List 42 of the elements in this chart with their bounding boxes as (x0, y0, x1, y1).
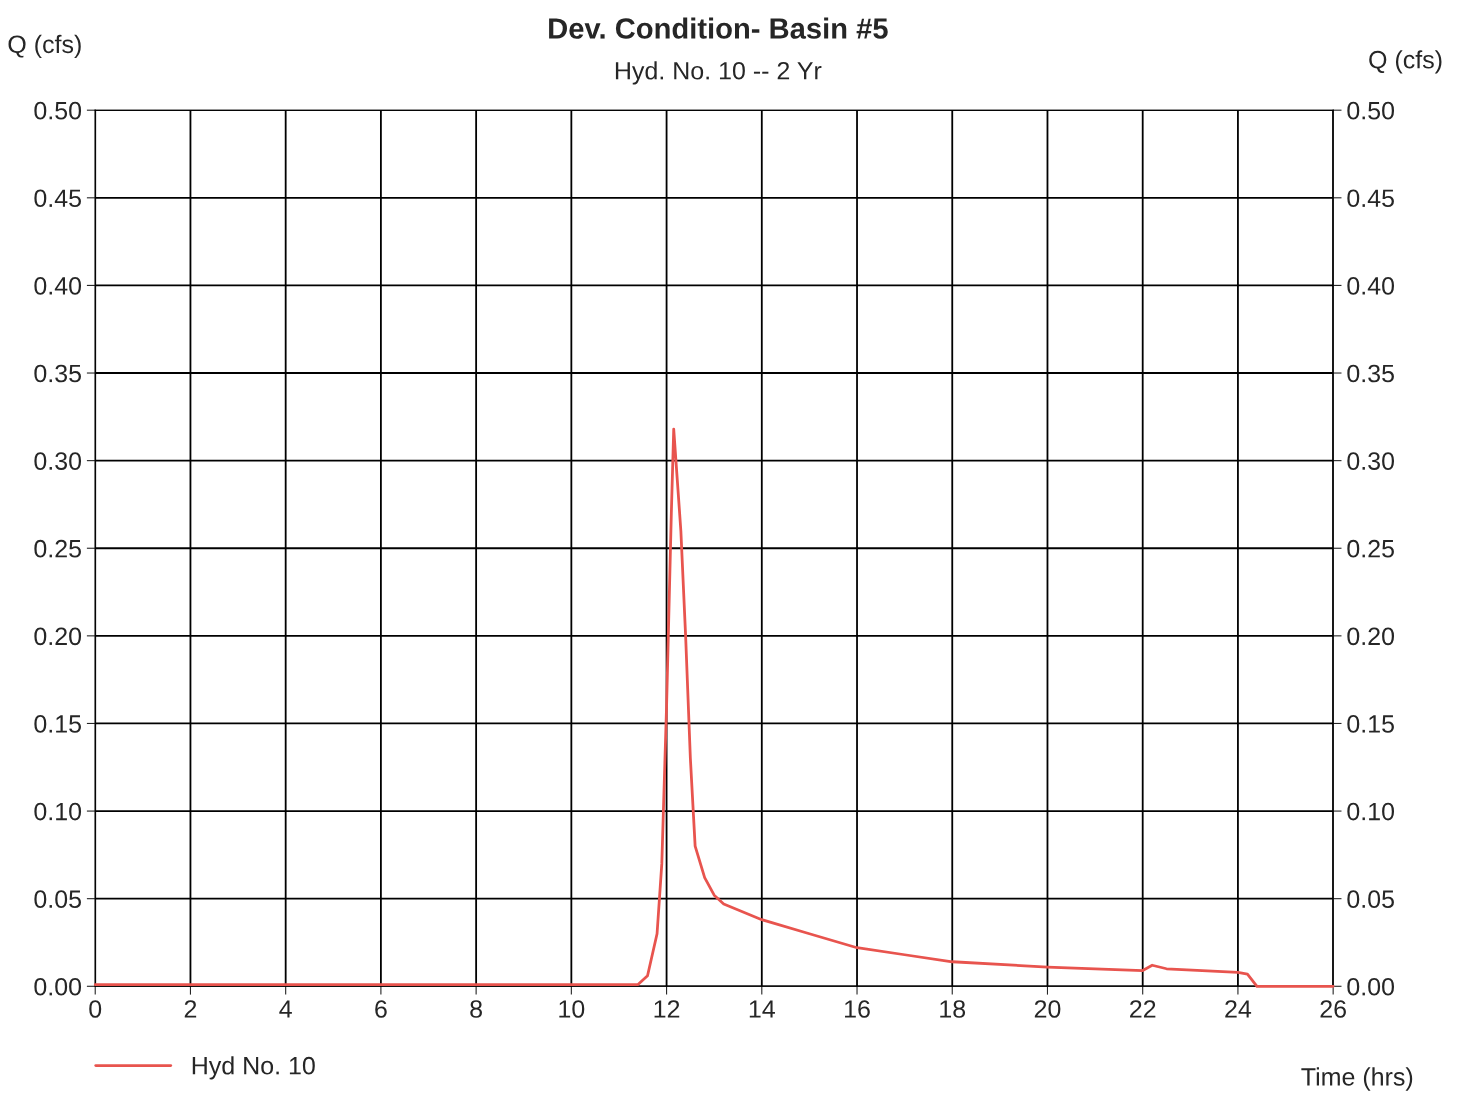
x-axis-title: Time (hrs) (1301, 1067, 1413, 1091)
x-tick-label: 12 (654, 1000, 680, 1018)
y-tick-label: 0.10 (34, 802, 82, 821)
y2-tick-label: 0.35 (1347, 364, 1394, 383)
y2-tick-label: 0.25 (1347, 539, 1394, 558)
y2-tick-label: 0.00 (1347, 977, 1395, 996)
x-tick-label: 0 (89, 1000, 102, 1018)
y2-tick-label: 0.05 (1347, 890, 1394, 908)
x-tick-label: 18 (940, 1000, 966, 1018)
y2-tick-label: 0.45 (1347, 189, 1394, 208)
y-tick-label: 0.50 (34, 101, 82, 120)
y2-tick-label: 0.30 (1347, 452, 1395, 470)
y-tick-label: 0.35 (34, 364, 81, 383)
y-tick-label: 0.15 (34, 715, 81, 733)
y-tick-label: 0.00 (34, 977, 82, 996)
x-tick-label: 6 (375, 1000, 387, 1018)
y-tick-label: 0.05 (34, 890, 81, 908)
y2-tick-label: 0.40 (1347, 277, 1395, 295)
y2-tick-label: 0.20 (1347, 627, 1395, 646)
x-tick-label: 4 (279, 1000, 292, 1018)
y-tick-label: 0.20 (34, 627, 82, 646)
legend-label: Hyd No. 10 (192, 1056, 315, 1080)
x-tick-label: 20 (1034, 1000, 1061, 1018)
y-tick-label: 0.30 (34, 452, 82, 470)
chart-title: Dev. Condition- Basin #5 (549, 17, 888, 39)
x-tick-label: 24 (1225, 1000, 1252, 1018)
x-tick-label: 10 (559, 1000, 585, 1018)
y-tick-label: 0.40 (34, 277, 82, 295)
y2-tick-label: 0.15 (1347, 715, 1394, 733)
y-tick-label: 0.45 (34, 189, 81, 208)
chart-subtitle: Hyd. No. 10 -- 2 Yr (615, 61, 822, 85)
x-tick-label: 2 (184, 1000, 197, 1018)
x-tick-label: 16 (845, 1000, 870, 1018)
y-tick-label: 0.25 (34, 539, 81, 558)
y2-axis-title: Q (cfs) (1369, 50, 1442, 74)
x-tick-label: 22 (1130, 1000, 1156, 1018)
x-tick-label: 26 (1320, 1000, 1346, 1018)
x-tick-label: 8 (470, 1000, 482, 1018)
y2-tick-label: 0.10 (1347, 802, 1395, 821)
x-tick-label: 14 (749, 1000, 775, 1018)
y-axis-title: Q (cfs) (8, 34, 81, 59)
y2-tick-label: 0.50 (1347, 101, 1395, 120)
